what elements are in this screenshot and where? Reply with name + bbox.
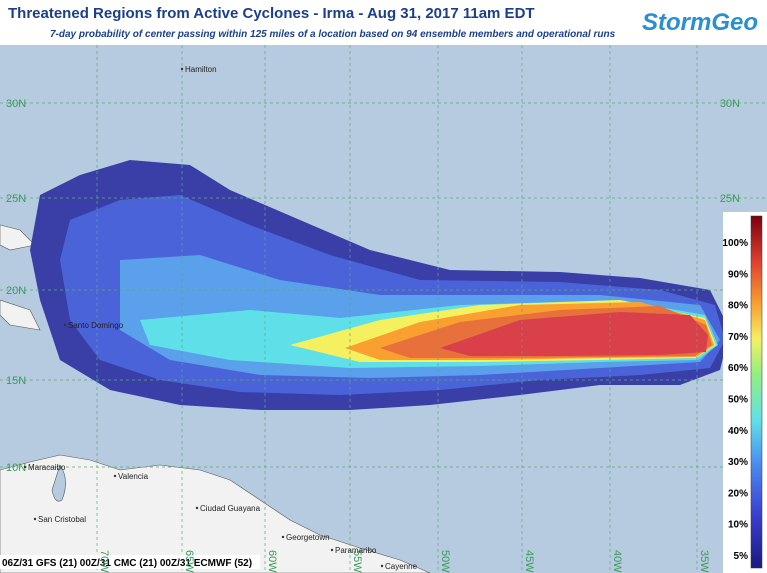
legend-label: 30% — [728, 457, 748, 468]
legend-label: 70% — [728, 332, 748, 343]
title: Threatened Regions from Active Cyclones … — [8, 5, 535, 22]
lake-maracaibo — [51, 464, 66, 502]
lon-label: 40W — [611, 550, 623, 573]
place-dot — [281, 535, 285, 539]
lon-label: 60W — [266, 550, 278, 573]
legend-label: 20% — [728, 488, 748, 499]
place-dot — [330, 548, 334, 552]
footer-bg — [0, 555, 260, 569]
lat-label: 20N — [6, 285, 26, 297]
legend-label: 50% — [728, 395, 748, 406]
legend-label: 40% — [728, 426, 748, 437]
lon-label: 65W — [183, 550, 195, 573]
place-label: Santo Domingo — [68, 321, 124, 330]
lon-label: 50W — [439, 550, 451, 573]
logo: StormGeo — [642, 9, 758, 36]
lat-label: 25N — [6, 193, 26, 205]
place-label: Georgetown — [286, 533, 330, 542]
lon-label: 70W — [98, 550, 110, 573]
place-dot — [33, 517, 37, 521]
legend-label: 80% — [728, 301, 748, 312]
footer: 06Z/31 GFS (21) 00Z/31 CMC (21) 00Z/31 E… — [2, 558, 252, 569]
subtitle: 7-day probability of center passing with… — [50, 29, 616, 40]
graticule — [0, 45, 767, 573]
lat-label: 30N — [720, 98, 740, 110]
lon-label: 55W — [351, 550, 363, 573]
legend-label: 10% — [728, 520, 748, 531]
legend-label: 90% — [728, 269, 748, 280]
legend-label: 5% — [734, 551, 749, 562]
place-dot — [113, 474, 117, 478]
place-dot — [380, 564, 384, 568]
place-dot — [180, 67, 184, 71]
place-label: Valencia — [118, 472, 149, 481]
south-america — [0, 454, 431, 573]
legend-label: 60% — [728, 363, 748, 374]
place-label: Hamilton — [185, 65, 217, 74]
place-dot — [195, 506, 199, 510]
lat-label: 30N — [6, 98, 26, 110]
place-dot — [23, 465, 27, 469]
place-label: San Cristobal — [38, 515, 86, 524]
lat-label: 10N — [6, 462, 26, 474]
place-label: Maracaibo — [28, 463, 66, 472]
place-label: Paramaribo — [335, 546, 377, 555]
place-label: Cayenne — [385, 562, 418, 571]
place-label: Ciudad Guayana — [200, 504, 261, 513]
lat-label: 25N — [720, 193, 740, 205]
legend-label: 100% — [722, 238, 748, 249]
swath-90 — [440, 312, 708, 356]
lon-label: 45W — [523, 550, 535, 573]
colorbar — [750, 215, 763, 569]
lat-label: 15N — [6, 375, 26, 387]
place-dot — [63, 323, 67, 327]
lon-label: 35W — [698, 550, 710, 573]
